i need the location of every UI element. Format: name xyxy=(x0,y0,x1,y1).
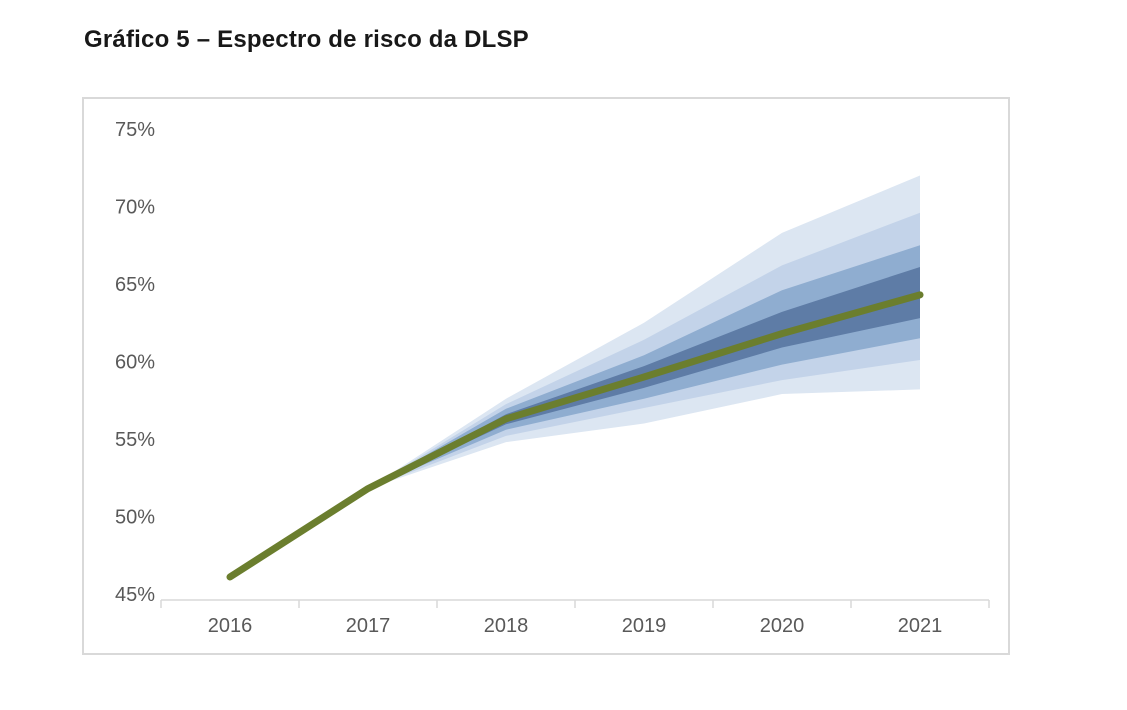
y-axis-label: 70% xyxy=(115,197,155,219)
chart-frame: 2016 2017 2018 2019 2020 2021 75% 70% 65% 60% 55% 5… xyxy=(82,97,1010,655)
y-axis-label: 55% xyxy=(115,429,155,451)
y-axis-label: 65% xyxy=(115,274,155,296)
y-axis-label: 50% xyxy=(115,507,155,529)
x-axis-label: 2019 xyxy=(622,615,667,637)
x-axis-label: 2020 xyxy=(760,615,805,637)
y-axis-label: 45% xyxy=(115,584,155,606)
chart-title: Gráfico 5 – Espectro de risco da DLSP xyxy=(84,26,529,53)
x-axis-label: 2018 xyxy=(484,615,529,637)
x-axis-label: 2016 xyxy=(208,615,253,637)
y-axis-label: 60% xyxy=(115,352,155,374)
fan-chart: 2016 2017 2018 2019 2020 2021 75% 70% 65% 60% 55% 5… xyxy=(115,119,990,637)
x-axis-label: 2021 xyxy=(898,615,943,637)
y-axis-label: 75% xyxy=(115,119,155,141)
x-axis-label: 2017 xyxy=(346,615,391,637)
center-line xyxy=(226,291,924,581)
